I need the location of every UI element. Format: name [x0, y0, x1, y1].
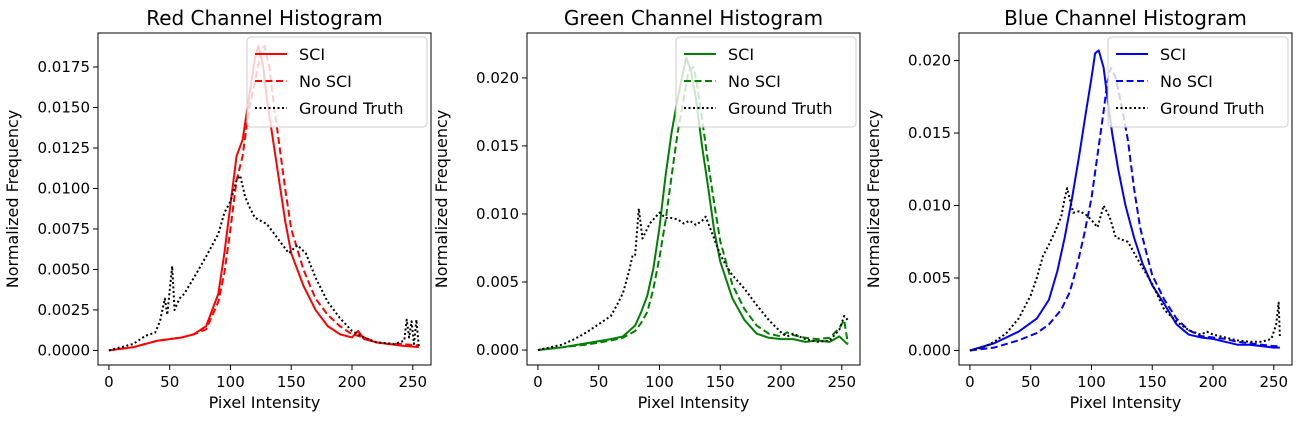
- legend-box: [675, 36, 857, 128]
- y-tick-label: 0.000: [476, 341, 519, 359]
- legend-label: Ground Truth: [728, 99, 833, 118]
- y-axis-label: Normalized Frequency: [432, 110, 451, 288]
- chart-panel: 0 50 100 150 200 250 0.000 0.005 0.010 0.015 0.020…: [864, 6, 1293, 412]
- y-tick-label: 0.0125: [38, 139, 91, 157]
- x-tick-label: 50: [589, 373, 608, 391]
- y-tick-label: 0.010: [476, 205, 519, 223]
- legend-label: No SCI: [728, 72, 781, 91]
- y-tick-label: 0.0175: [38, 58, 91, 76]
- y-tick-label: 0.0075: [38, 220, 91, 238]
- x-axis-label: Pixel Intensity: [638, 393, 750, 412]
- x-axis-label: Pixel Intensity: [1070, 393, 1182, 412]
- x-tick-label: 0: [965, 373, 975, 391]
- legend-label: SCI: [299, 45, 325, 64]
- legend-box: [246, 36, 428, 128]
- chart-title: Blue Channel Histogram: [1004, 6, 1247, 30]
- y-tick-label: 0.015: [476, 137, 519, 155]
- y-tick-label: 0.0025: [38, 301, 91, 319]
- legend-box: [1107, 36, 1289, 128]
- x-tick-label: 0: [104, 373, 114, 391]
- y-tick-label: 0.0000: [38, 341, 91, 359]
- x-tick-label: 100: [645, 373, 674, 391]
- x-tick-label: 150: [706, 373, 735, 391]
- x-axis-label: Pixel Intensity: [209, 393, 321, 412]
- chart-title: Red Channel Histogram: [146, 6, 383, 30]
- x-tick-label: 50: [1021, 373, 1040, 391]
- series-line-no-sci: [537, 66, 849, 352]
- legend-label: SCI: [728, 45, 754, 64]
- y-tick-label: 0.0050: [38, 260, 91, 278]
- x-tick-label: 200: [338, 373, 367, 391]
- y-tick-label: 0.020: [908, 52, 951, 70]
- chart-panel: 0 50 100 150 200 250 0.000 0.005 0.010 0.015 0.020…: [432, 6, 861, 412]
- y-axis-label: Normalized Frequency: [864, 110, 883, 288]
- y-axis-label: Normalized Frequency: [3, 110, 22, 288]
- legend-label: No SCI: [299, 72, 352, 91]
- x-tick-label: 200: [1199, 373, 1228, 391]
- x-tick-label: 0: [533, 373, 543, 391]
- legend-label: Ground Truth: [299, 99, 404, 118]
- series-line-ground-truth: [537, 207, 849, 352]
- y-tick-label: 0.005: [476, 273, 519, 291]
- x-tick-label: 150: [1138, 373, 1167, 391]
- plot-frame: [526, 32, 861, 366]
- legend: SCI No SCI Ground Truth: [246, 36, 428, 128]
- series-line-ground-truth: [108, 174, 420, 352]
- x-tick-label: 250: [827, 373, 856, 391]
- x-tick-label: 250: [398, 373, 427, 391]
- y-tick-label: 0.000: [908, 342, 951, 360]
- x-tick-label: 250: [1259, 373, 1288, 391]
- y-tick-label: 0.0150: [38, 98, 91, 116]
- chart-title: Green Channel Histogram: [564, 6, 823, 30]
- series-group: [969, 49, 1281, 352]
- plot-frame: [958, 32, 1293, 366]
- x-tick-label: 100: [1077, 373, 1106, 391]
- chart-panel: 0 50 100 150 200 250 0.0000 0.0025 0.0050 0.0075 0…: [3, 6, 432, 412]
- x-tick-label: 150: [277, 373, 306, 391]
- series-line-sci: [969, 49, 1280, 352]
- x-tick-label: 100: [216, 373, 245, 391]
- legend-label: Ground Truth: [1160, 99, 1265, 118]
- legend-label: No SCI: [1160, 72, 1213, 91]
- y-tick-label: 0.015: [908, 124, 951, 142]
- legend: SCI No SCI Ground Truth: [675, 36, 857, 128]
- y-tick-label: 0.005: [908, 269, 951, 287]
- x-tick-label: 50: [160, 373, 179, 391]
- x-tick-label: 200: [767, 373, 796, 391]
- plot-frame: [97, 32, 432, 366]
- y-tick-label: 0.020: [476, 69, 519, 87]
- series-line-no-sci: [969, 66, 1280, 352]
- y-tick-label: 0.0100: [38, 179, 91, 197]
- legend-label: SCI: [1160, 45, 1186, 64]
- legend: SCI No SCI Ground Truth: [1107, 36, 1289, 128]
- series-line-ground-truth: [969, 187, 1281, 352]
- y-tick-label: 0.010: [908, 197, 951, 215]
